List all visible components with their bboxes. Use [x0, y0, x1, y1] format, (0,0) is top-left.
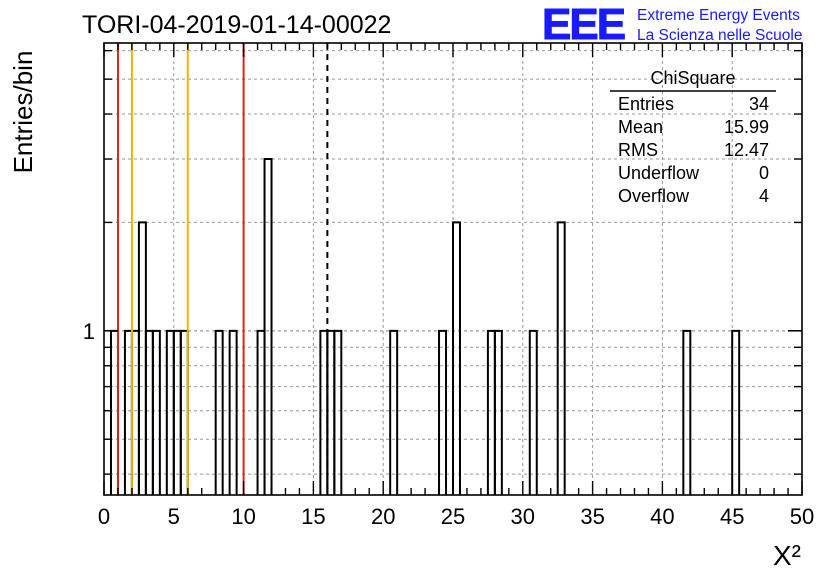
histogram-bin [214, 329, 224, 495]
stats-box: ChiSquare Entries 34 Mean 15.99 RMS 12.4… [610, 68, 776, 206]
stats-value-rms: 12.47 [724, 140, 769, 160]
histogram-bin [528, 329, 538, 495]
stats-value-overflow: 4 [759, 186, 769, 206]
stats-value-mean: 15.99 [724, 117, 769, 137]
x-tick-label: 5 [168, 504, 180, 529]
histogram-bin [319, 329, 329, 495]
project-name-line2: La Scienza nelle Scuole [637, 27, 802, 44]
x-tick-label: 40 [650, 504, 674, 529]
x-tick-label: 30 [511, 504, 535, 529]
histogram-bin [333, 329, 343, 495]
histogram-bin [165, 329, 175, 495]
axis-ticks: 0 5 10 15 20 25 30 35 40 45 501 [83, 43, 814, 529]
histogram-bin [109, 329, 119, 495]
histogram-bin [172, 329, 182, 495]
histogram-bin [556, 221, 566, 495]
x-tick-label: 35 [580, 504, 604, 529]
stats-label-rms: RMS [618, 140, 658, 160]
eee-logo: EEE Extreme Energy Events La Scienza nel… [542, 0, 803, 50]
histogram-bin [256, 329, 266, 495]
eee-logo-mark: EEE [542, 0, 625, 49]
stats-box-title: ChiSquare [650, 68, 735, 88]
stats-label-underflow: Underflow [618, 163, 700, 183]
project-name-line1: Extreme Energy Events [637, 7, 800, 24]
x-tick-label: 50 [790, 504, 814, 529]
stats-label-mean: Mean [618, 117, 663, 137]
histogram-bin [151, 329, 161, 495]
histogram-bin [144, 329, 154, 495]
histogram-bin [389, 329, 399, 495]
x-tick-label: 0 [98, 504, 110, 529]
histogram-bin [682, 329, 692, 495]
x-tick-label: 25 [441, 504, 465, 529]
histogram-bin [452, 221, 461, 495]
x-axis-title: X² [773, 540, 801, 571]
histogram-bin [326, 329, 336, 495]
histogram-bin [130, 329, 140, 495]
stats-value-entries: 34 [749, 94, 769, 114]
histogram-bars [109, 158, 741, 495]
stats-value-underflow: 0 [759, 163, 769, 183]
reference-lines [116, 43, 329, 495]
x-tick-label: 15 [301, 504, 325, 529]
histogram-bin [493, 329, 503, 495]
histogram-bin [438, 329, 448, 495]
histogram-bin [179, 329, 189, 495]
x-tick-label: 20 [371, 504, 395, 529]
stats-label-entries: Entries [618, 94, 674, 114]
histogram-bin [137, 221, 147, 495]
histogram-bin [731, 329, 741, 495]
histogram-bin [486, 329, 496, 495]
stats-label-overflow: Overflow [618, 186, 690, 206]
y-tick-label: 1 [83, 319, 95, 344]
histogram-bin [263, 158, 273, 495]
y-axis-title: Entries/bin [8, 51, 38, 174]
histogram-bin [228, 329, 238, 495]
x-tick-label: 45 [720, 504, 744, 529]
x-tick-label: 10 [231, 504, 255, 529]
histogram-bin [123, 329, 133, 495]
run-title: TORI-04-2019-01-14-00022 [82, 11, 391, 39]
